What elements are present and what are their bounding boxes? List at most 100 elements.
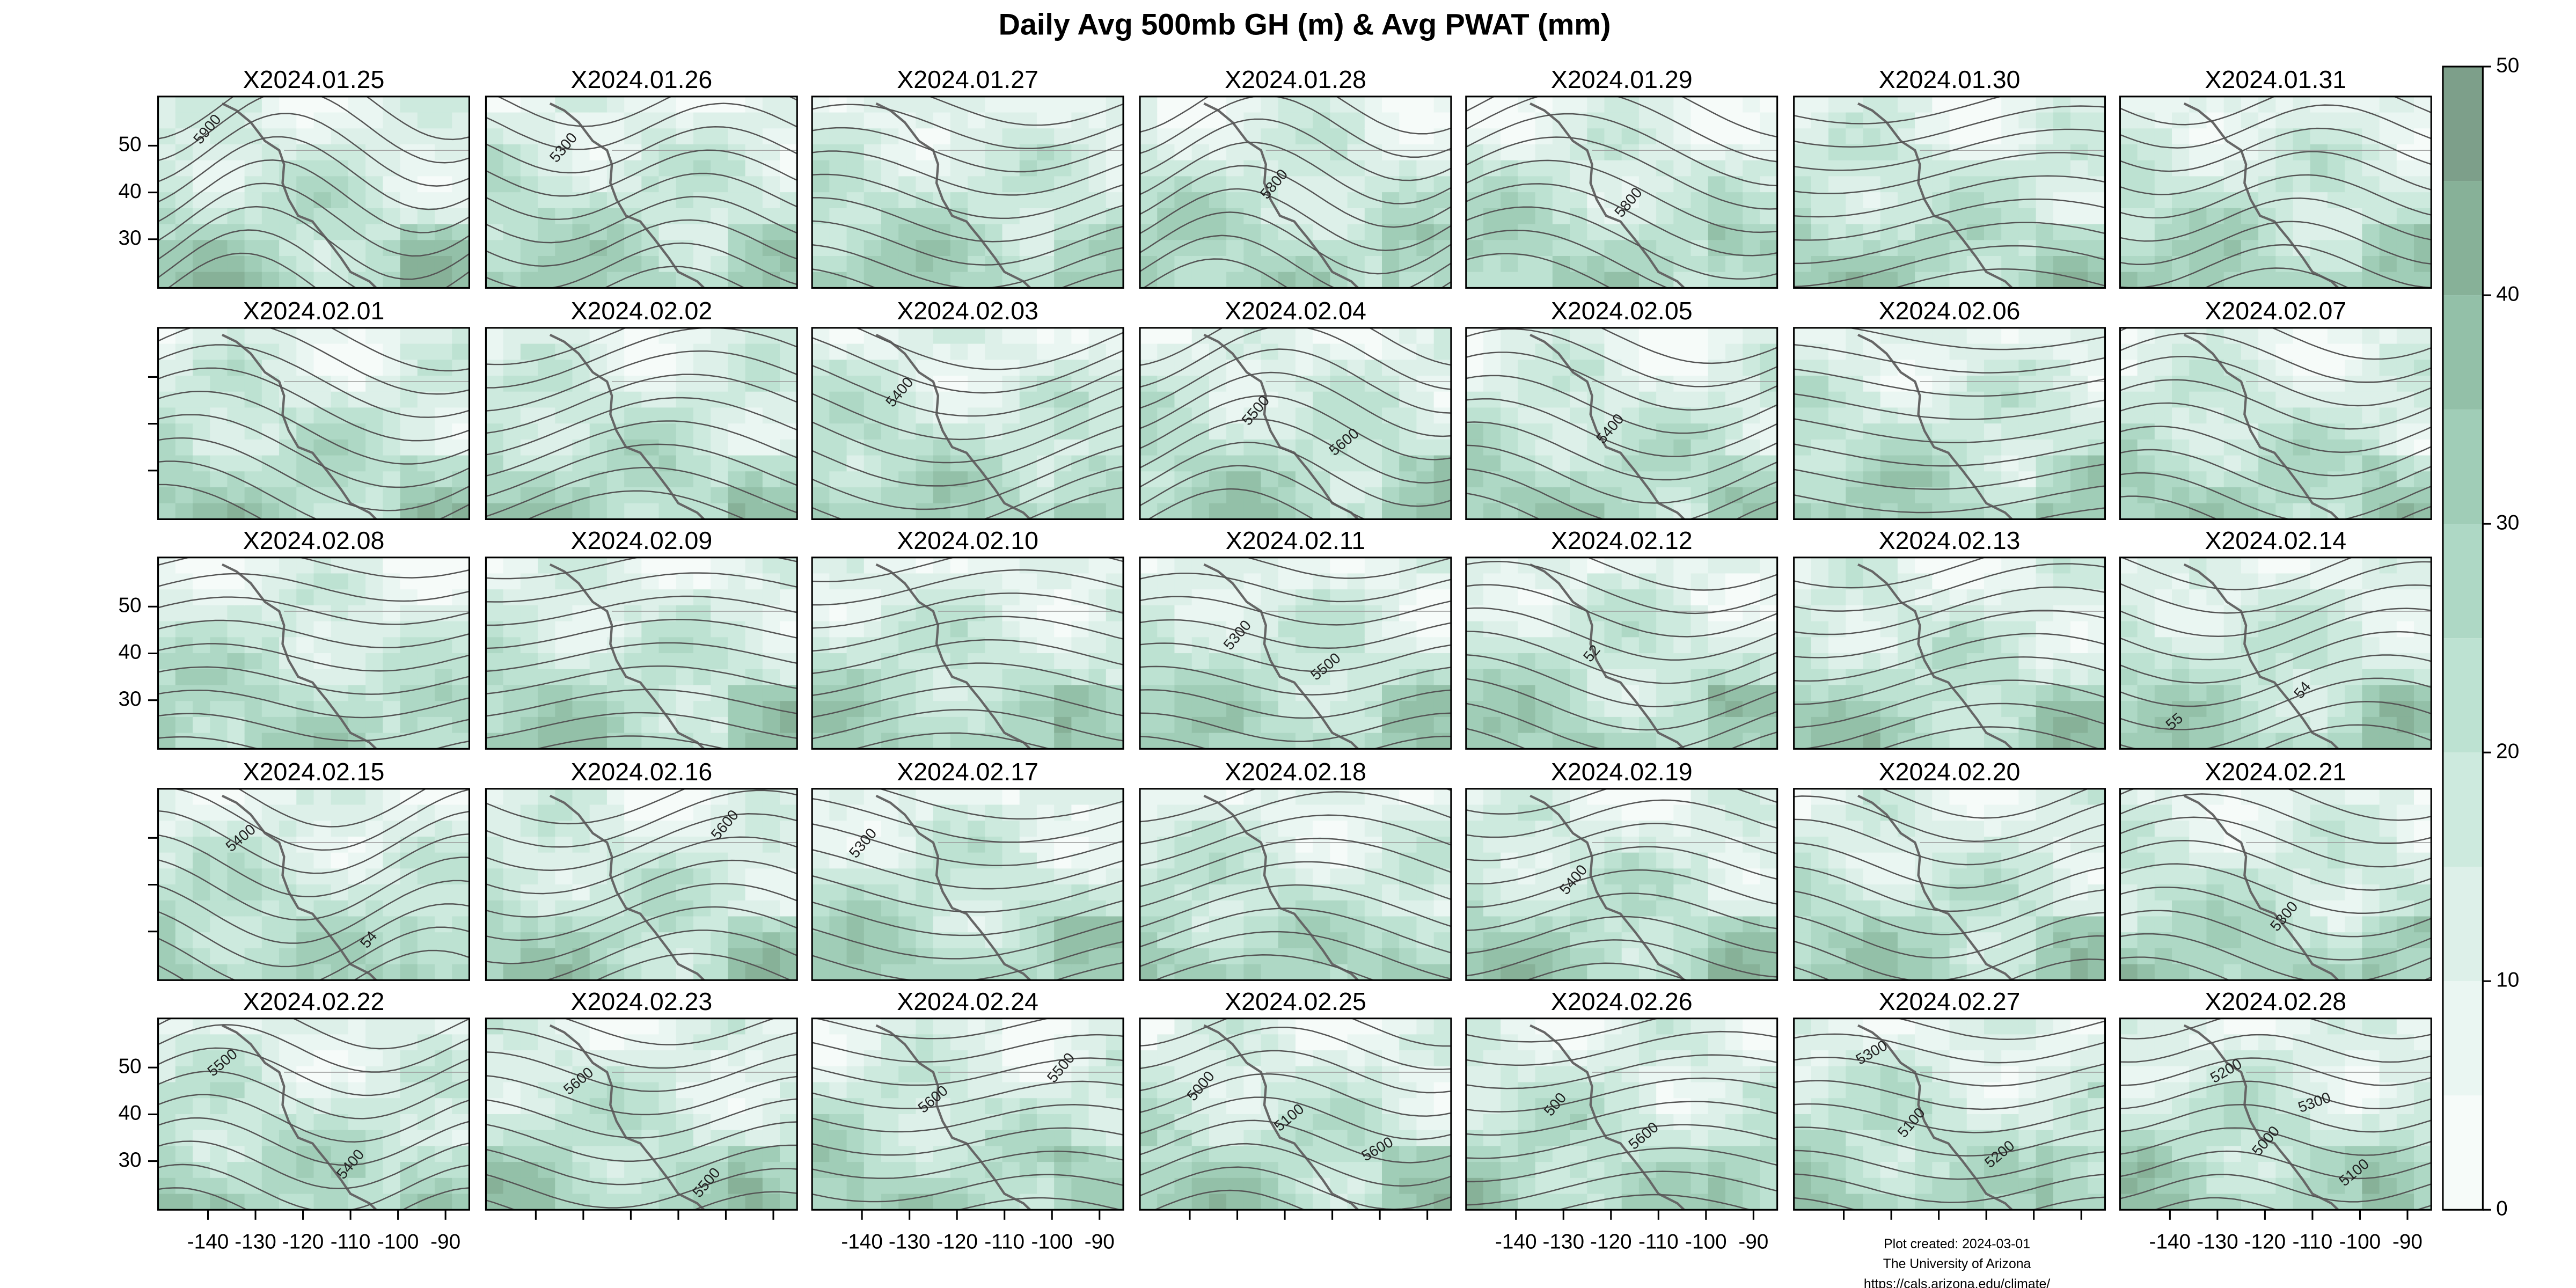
pwat-cell [898,128,917,145]
pwat-cell [1174,573,1192,590]
pwat-cell [193,272,211,288]
pwat-cell [898,192,917,209]
pwat-cell [2396,112,2414,129]
pwat-cell [1433,208,1451,225]
pwat-cell [2172,423,2190,440]
pwat-cell [1897,685,1916,702]
pwat-cell [331,208,349,225]
pwat-cell [2223,653,2242,670]
pwat-cell [780,605,797,622]
pwat-cell [1243,455,1262,472]
pwat-cell [1226,557,1245,574]
pwat-cell [916,343,934,361]
pwat-cell [829,653,847,670]
pwat-cell [1036,128,1055,145]
pwat-cell [1088,240,1107,257]
pwat-cell [2154,716,2172,734]
pwat-cell [1570,701,1588,718]
pwat-cell [1984,208,2002,225]
pwat-cell [1399,112,1417,129]
pwat-cell [1330,343,1348,361]
pwat-cell [1191,716,1210,734]
pwat-cell [1347,573,1365,590]
pwat-cell [313,327,332,345]
pwat-cell [1638,112,1657,129]
pwat-cell [1725,455,1744,472]
pwat-cell [417,160,435,177]
contour-line [1466,113,1777,187]
pwat-cell [1552,637,1570,654]
pwat-cell [2258,471,2277,488]
pwat-cell [2379,423,2397,440]
pwat-cell [1364,423,1382,440]
pwat-cell [916,685,934,702]
pwat-cell [1880,557,1898,574]
pwat-cell [1535,240,1553,257]
contour-line [1466,96,1777,138]
pwat-cell [780,669,797,686]
pwat-cell [261,557,280,574]
pwat-cell [829,343,847,361]
pwat-cell [1915,208,1933,225]
pwat-cell [762,455,780,472]
pwat-cell [1364,669,1382,686]
pwat-cell [555,605,573,622]
pwat-cell [210,573,228,590]
pwat-cell [1828,160,1847,177]
pwat-cell [2362,343,2380,361]
pwat-cell [606,343,625,361]
pwat-cell [1760,423,1777,440]
pwat-cell [1002,240,1020,257]
pwat-cell [2189,653,2207,670]
pwat-cell [641,669,660,686]
map-content [1140,327,1451,519]
pwat-cell [2241,360,2259,376]
pwat-cell [1313,589,1331,606]
contour-line [486,126,797,174]
pwat-cell [1243,407,1262,425]
pwat-cell [745,573,763,590]
pwat-cell [762,423,780,440]
contour-line [812,639,1124,675]
pwat-cell [1708,272,1726,288]
pwat-cell [2172,716,2190,734]
pwat-cell [1295,439,1314,456]
pwat-cell [606,557,625,574]
pwat-cell [452,343,470,361]
pwat-cell [434,455,453,472]
pwat-cell [1518,621,1536,638]
contour-line [603,266,746,288]
contour-line [1466,444,1777,504]
pwat-cell [313,900,332,917]
pwat-cell [1656,144,1674,161]
pwat-cell [1638,407,1657,425]
pwat-cell [1002,96,1020,113]
pwat-cell [641,503,660,519]
pwat-cell [2070,653,2089,670]
pwat-cell [1226,144,1245,161]
pwat-cell [2414,327,2432,345]
pwat-cell [486,376,504,392]
pwat-cell [2379,208,2397,225]
map-content [2120,327,2432,519]
pwat-cell [1604,637,1622,654]
pwat-cell [2070,716,2089,734]
pwat-cell [193,916,211,933]
pwat-cell [1760,391,1777,408]
pwat-cell [2310,343,2328,361]
coastline [2183,102,2340,288]
pwat-cell [2120,272,2138,288]
contour-line [486,712,797,740]
pwat-cell [676,224,694,241]
pwat-cell [1673,439,1692,456]
pwat-cell [261,733,280,749]
pwat-cell [1243,589,1262,606]
pwat-cell [1261,391,1279,408]
panel-title: X2024.01.28 [1225,65,1366,93]
panel-title: X2024.01.31 [2205,65,2346,93]
y-tick-label: 50 [118,594,141,617]
pwat-cell [693,343,712,361]
pwat-cell [863,160,882,177]
pwat-cell [2396,208,2414,225]
